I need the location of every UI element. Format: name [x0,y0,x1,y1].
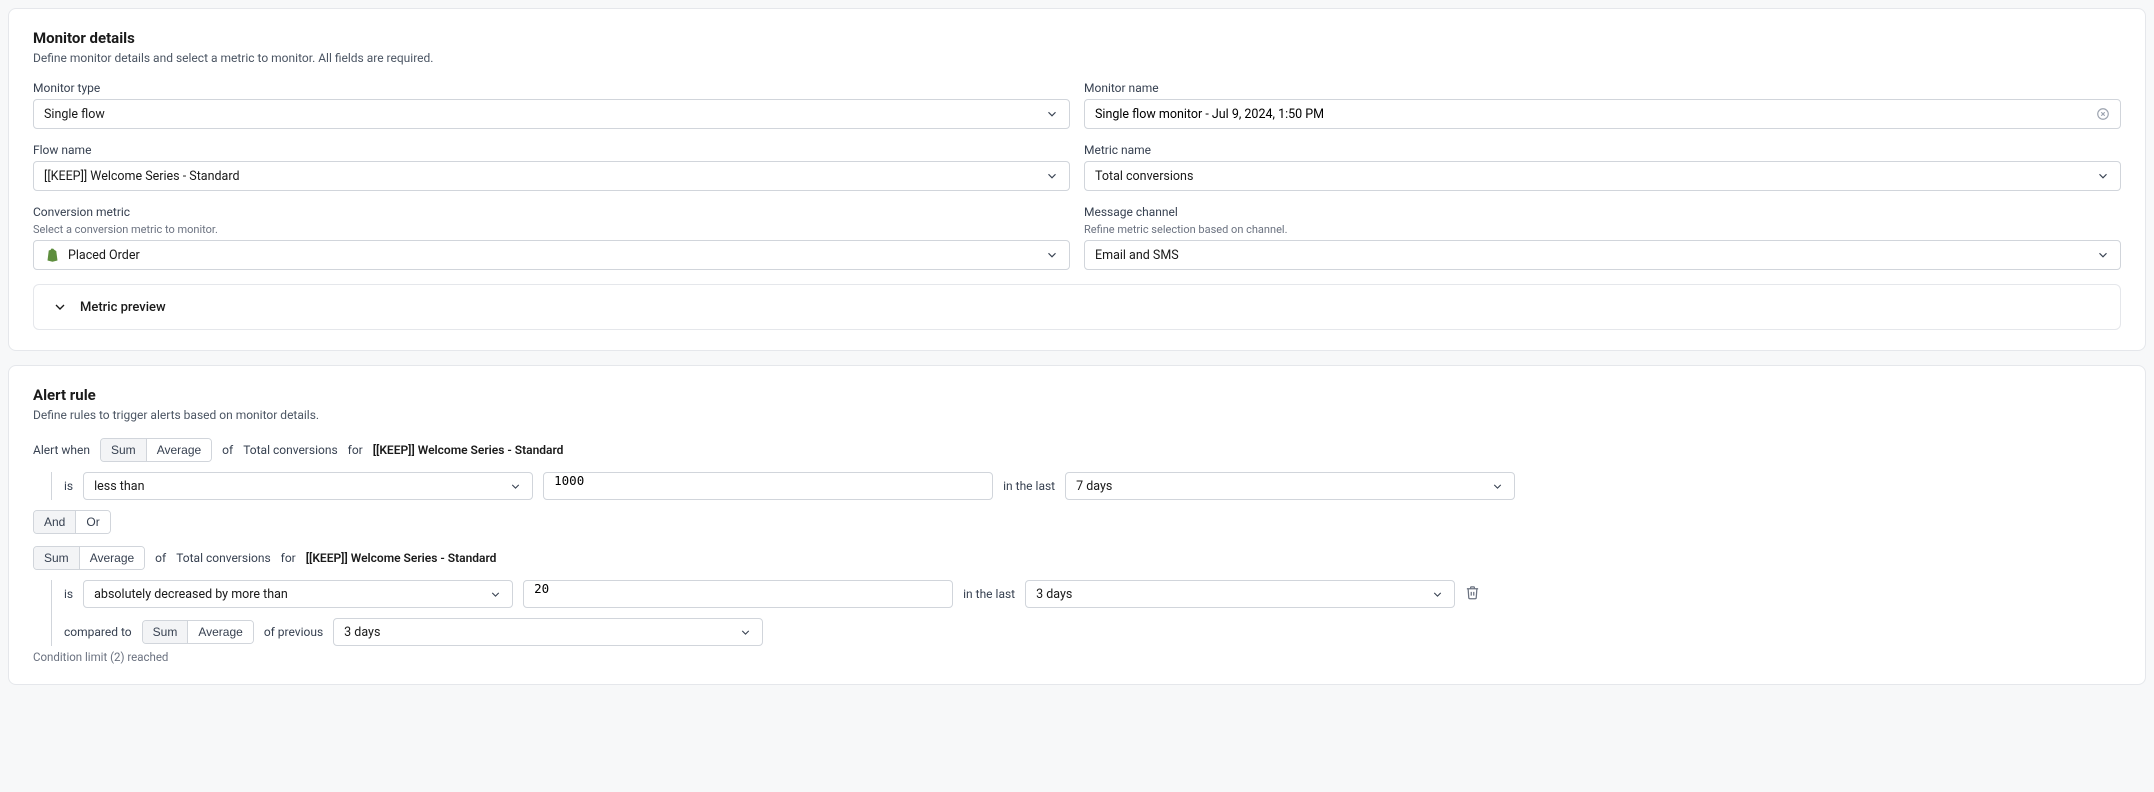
rule2-of-previous-label: of previous [264,625,323,639]
chevron-down-icon [1045,248,1059,262]
monitor-details-subtitle: Define monitor details and select a metr… [33,51,2121,65]
rule1-flow-text: [[KEEP]] Welcome Series - Standard [373,443,564,457]
rule1-is-label: is [64,479,73,493]
metric-name-select[interactable]: Total conversions [1084,161,2121,191]
rule2-period-select[interactable]: 3 days [1025,580,1455,608]
metric-preview-toggle[interactable]: Metric preview [33,284,2121,330]
chevron-down-icon [52,299,68,315]
message-channel-select[interactable]: Email and SMS [1084,240,2121,270]
rule2-value-input[interactable] [523,580,953,608]
rule2-average-button[interactable]: Average [79,547,144,569]
conversion-metric-help: Select a conversion metric to monitor. [33,223,1070,236]
monitor-name-input[interactable] [1084,99,2121,129]
chevron-down-icon [489,588,502,601]
flow-name-value: [[KEEP]] Welcome Series - Standard [44,169,240,184]
rule2-in-last-label: in the last [963,587,1015,601]
joiner-row: And Or [33,510,2121,534]
chevron-down-icon [1491,480,1504,493]
flow-name-label: Flow name [33,143,1070,157]
rule1-period-value: 7 days [1076,479,1112,494]
monitor-name-label: Monitor name [1084,81,2121,95]
rule1-sum-avg-toggle: Sum Average [100,438,212,462]
chevron-down-icon [1045,169,1059,183]
rule2-of-label: of [155,551,166,565]
rule2-prev-average-button[interactable]: Average [187,621,252,643]
rule1-body: is less than in the last 7 days [51,472,2121,500]
rule1-header: Alert when Sum Average of Total conversi… [33,438,2121,462]
rule1-value-field[interactable] [554,473,982,488]
rule2-for-label: for [281,551,296,565]
rule2-header: Sum Average of Total conversions for [[K… [33,546,2121,570]
chevron-down-icon [739,626,752,639]
conversion-metric-value: Placed Order [68,248,140,263]
chevron-down-icon [2096,169,2110,183]
rule1-for-label: for [348,443,363,457]
rule1-comparator-value: less than [94,479,144,494]
rule2-metric-text: Total conversions [176,551,270,565]
rule2-delete-button[interactable] [1465,585,1480,604]
metric-name-label: Metric name [1084,143,2121,157]
rule2-value-field[interactable] [534,581,942,596]
rule1-period-select[interactable]: 7 days [1065,472,1515,500]
rule2-comparator-value: absolutely decreased by more than [94,587,288,602]
chevron-down-icon [509,480,522,493]
rule1-sum-button[interactable]: Sum [101,439,146,461]
rule2-period-value: 3 days [1036,587,1072,602]
joiner-or-button[interactable]: Or [75,511,109,533]
clear-icon[interactable] [2096,107,2110,121]
flow-name-select[interactable]: [[KEEP]] Welcome Series - Standard [33,161,1070,191]
rule1-in-last-label: in the last [1003,479,1055,493]
rule2-comparator-select[interactable]: absolutely decreased by more than [83,580,513,608]
rule1-metric-text: Total conversions [243,443,337,457]
monitor-type-select[interactable]: Single flow [33,99,1070,129]
trash-icon [1465,585,1480,600]
chevron-down-icon [1045,107,1059,121]
rule2-body: is absolutely decreased by more than in … [51,580,2121,646]
chevron-down-icon [1431,588,1444,601]
rule2-flow-text: [[KEEP]] Welcome Series - Standard [306,551,497,565]
chevron-down-icon [2096,248,2110,262]
conversion-metric-select[interactable]: Placed Order [33,240,1070,270]
rule2-compared-to-label: compared to [64,625,132,639]
monitor-details-panel: Monitor details Define monitor details a… [8,8,2146,351]
rule2-prev-period-select[interactable]: 3 days [333,618,763,646]
condition-limit-text: Condition limit (2) reached [33,650,2121,664]
alert-rule-title: Alert rule [33,386,2121,404]
message-channel-label: Message channel [1084,205,2121,219]
message-channel-help: Refine metric selection based on channel… [1084,223,2121,236]
shopify-icon [44,247,60,263]
rule2-prev-sum-button[interactable]: Sum [143,621,188,643]
rule2-sum-button[interactable]: Sum [34,547,79,569]
monitor-details-title: Monitor details [33,29,2121,47]
rule1-value-input[interactable] [543,472,993,500]
rule2-is-label: is [64,587,73,601]
alert-rule-panel: Alert rule Define rules to trigger alert… [8,365,2146,685]
alert-when-label: Alert when [33,443,90,457]
rule1-average-button[interactable]: Average [146,439,211,461]
joiner-and-button[interactable]: And [34,511,75,533]
rule1-comparator-select[interactable]: less than [83,472,533,500]
message-channel-value: Email and SMS [1095,248,1179,263]
rule2-prev-period-value: 3 days [344,625,380,640]
metric-preview-label: Metric preview [80,300,166,315]
joiner-toggle: And Or [33,510,111,534]
metric-name-value: Total conversions [1095,169,1193,184]
conversion-metric-label: Conversion metric [33,205,1070,219]
monitor-type-label: Monitor type [33,81,1070,95]
monitor-type-value: Single flow [44,107,105,122]
rule2-sum-avg-toggle: Sum Average [33,546,145,570]
alert-rule-subtitle: Define rules to trigger alerts based on … [33,408,2121,422]
rule2-prev-sum-avg-toggle: Sum Average [142,620,254,644]
rule1-of-label: of [222,443,233,457]
monitor-name-field[interactable] [1095,107,2096,122]
